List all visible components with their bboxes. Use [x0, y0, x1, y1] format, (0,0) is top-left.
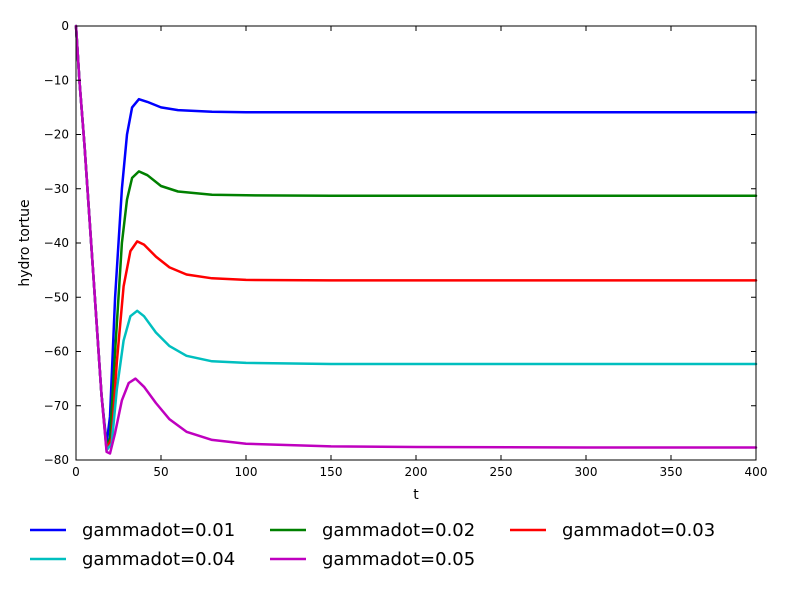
- legend-label: gammadot=0.02: [322, 520, 475, 541]
- x-tick-label: 200: [405, 465, 428, 479]
- legend-entry-1: gammadot=0.01: [30, 520, 235, 541]
- series-layer: [74, 24, 758, 455]
- x-tick-label: 100: [235, 465, 258, 479]
- x-tick-label: 0: [72, 465, 80, 479]
- legend-entry-3: gammadot=0.03: [510, 520, 715, 541]
- x-tick-label: 400: [745, 465, 768, 479]
- legend-label: gammadot=0.03: [562, 520, 715, 541]
- y-tick-label: −60: [44, 345, 69, 359]
- legend-entry-5: gammadot=0.05: [270, 549, 475, 570]
- y-tick-label: 0: [61, 19, 69, 33]
- ticks-layer: 0 50 100 150 200 250 300 350 400 0 −10 −20 −30 −40 −50…: [44, 19, 768, 479]
- x-tick-label: 250: [490, 465, 513, 479]
- y-tick-label: −80: [44, 453, 69, 467]
- y-tick-label: −10: [44, 73, 69, 87]
- x-tick-label: 50: [153, 465, 168, 479]
- legend: gammadot=0.01 gammadot=0.02 gammadot=0.03 g…: [30, 520, 715, 570]
- y-axis-label: hydro tortue: [17, 199, 33, 286]
- legend-entry-2: gammadot=0.02: [270, 520, 475, 541]
- legend-label: gammadot=0.04: [82, 549, 235, 570]
- y-tick-label: −30: [44, 182, 69, 196]
- legend-label: gammadot=0.05: [322, 549, 475, 570]
- y-tick-label: −40: [44, 236, 69, 250]
- plot-area: [76, 26, 756, 460]
- y-tick-label: −20: [44, 128, 69, 142]
- y-tick-label: −50: [44, 290, 69, 304]
- x-tick-label: 300: [575, 465, 598, 479]
- x-tick-label: 150: [320, 465, 343, 479]
- series-line-5: [74, 24, 758, 455]
- x-axis-label: t: [413, 487, 419, 503]
- legend-label: gammadot=0.01: [82, 520, 235, 541]
- x-tick-label: 350: [660, 465, 683, 479]
- legend-entry-4: gammadot=0.04: [30, 549, 235, 570]
- y-tick-label: −70: [44, 399, 69, 413]
